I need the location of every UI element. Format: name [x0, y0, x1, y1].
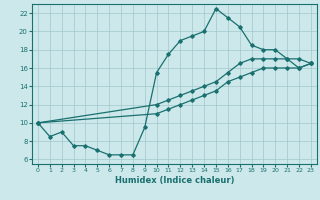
X-axis label: Humidex (Indice chaleur): Humidex (Indice chaleur)	[115, 176, 234, 185]
